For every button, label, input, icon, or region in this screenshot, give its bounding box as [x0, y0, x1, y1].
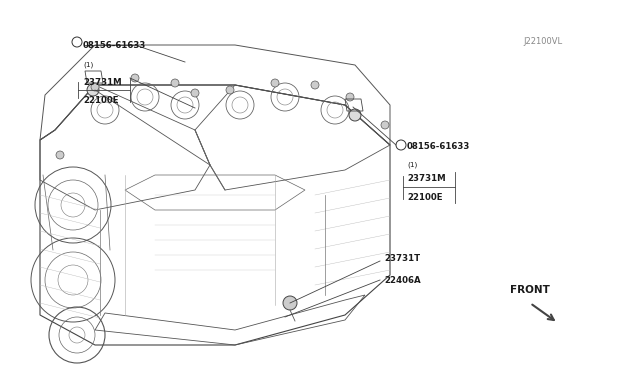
Circle shape [283, 296, 297, 310]
Circle shape [91, 83, 99, 91]
Text: 22100E: 22100E [407, 193, 442, 202]
Circle shape [87, 84, 99, 96]
Circle shape [346, 93, 354, 101]
Circle shape [226, 86, 234, 94]
Text: J22100VL: J22100VL [524, 37, 563, 46]
Text: 08156-61633: 08156-61633 [83, 41, 147, 50]
Text: (1): (1) [83, 61, 93, 67]
Circle shape [171, 79, 179, 87]
Circle shape [72, 37, 82, 47]
Circle shape [56, 151, 64, 159]
Text: 23731T: 23731T [384, 254, 420, 263]
Text: 23731M: 23731M [83, 78, 122, 87]
Text: FRONT: FRONT [510, 285, 550, 295]
Circle shape [131, 74, 139, 82]
Text: (1): (1) [407, 161, 417, 167]
Circle shape [381, 121, 389, 129]
Text: 23731M: 23731M [407, 174, 445, 183]
Text: 08156-61633: 08156-61633 [407, 142, 470, 151]
Circle shape [311, 81, 319, 89]
Circle shape [191, 89, 199, 97]
Circle shape [396, 140, 406, 150]
Circle shape [349, 109, 361, 121]
Text: 22406A: 22406A [384, 276, 420, 285]
Text: 22100E: 22100E [83, 96, 118, 105]
Circle shape [271, 79, 279, 87]
